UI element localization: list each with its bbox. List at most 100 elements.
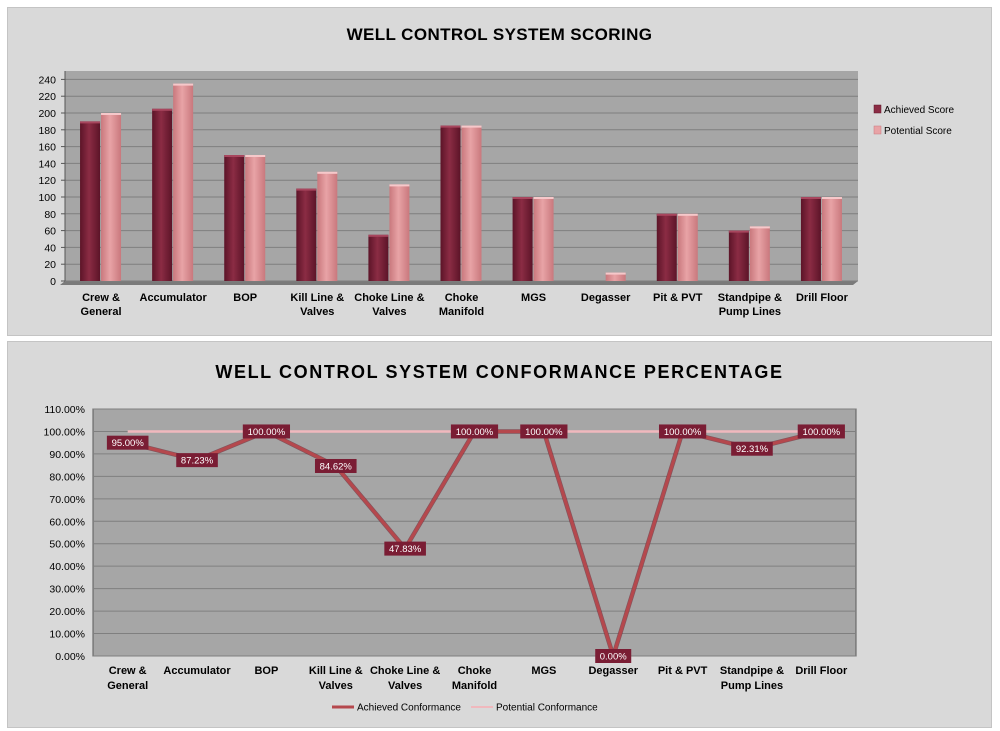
- bar-top: [296, 188, 317, 191]
- bar-top: [245, 155, 266, 157]
- x-category-label: Accumulator: [163, 665, 231, 677]
- x-category-label: Kill Line & Valves: [309, 665, 363, 692]
- bar-achieved: [440, 125, 461, 281]
- data-label-box: [658, 424, 707, 439]
- bar-achieved: [728, 230, 749, 281]
- data-label: 100.00%: [456, 427, 494, 438]
- bar-potential: [605, 272, 626, 281]
- bar-top: [605, 272, 626, 275]
- bar-top: [461, 125, 482, 128]
- bar-potential: [245, 155, 266, 281]
- data-label: 95.00%: [112, 438, 145, 449]
- x-category-label: MGS: [531, 665, 556, 677]
- bar-potential: [533, 197, 554, 281]
- bar-achieved: [800, 197, 821, 281]
- data-label: 100.00%: [664, 427, 702, 438]
- bar-top: [440, 125, 461, 128]
- y-tick-label: 160: [38, 142, 56, 154]
- data-label: 87.23%: [181, 456, 214, 467]
- y-tick-label: 90.00%: [49, 449, 85, 461]
- data-label: 92.31%: [736, 444, 769, 455]
- x-category-label: Kill Line & Valves: [290, 292, 344, 318]
- x-category-label: Choke Line & Valves: [354, 292, 424, 318]
- data-label: 0.00%: [600, 652, 627, 663]
- bar-potential: [461, 125, 482, 281]
- x-category-label: Degasser: [588, 665, 638, 677]
- y-tick-label: 120: [38, 175, 56, 187]
- bar-potential: [389, 184, 410, 281]
- bar-potential: [317, 171, 338, 281]
- legend-swatch: [873, 104, 882, 114]
- bar-potential: [677, 213, 698, 281]
- bar-top: [533, 197, 554, 199]
- bar-top: [173, 83, 194, 86]
- bar-top: [821, 197, 842, 199]
- y-tick-label: 100.00%: [44, 426, 85, 438]
- data-label-box: [384, 541, 426, 556]
- bar-top: [152, 108, 173, 111]
- y-tick-label: 70.00%: [49, 494, 85, 506]
- bar-potential: [749, 226, 770, 281]
- y-tick-label: 20.00%: [49, 606, 85, 618]
- bar-achieved: [152, 108, 173, 281]
- bar-achieved: [656, 213, 677, 281]
- data-label: 84.62%: [320, 461, 353, 472]
- x-category-label: Accumulator: [140, 292, 208, 304]
- bar-top: [317, 171, 338, 174]
- data-label-box: [314, 458, 357, 473]
- x-category-label: Drill Floor: [796, 292, 849, 304]
- bar-top: [749, 226, 770, 229]
- bar-top: [677, 213, 698, 216]
- data-label-box: [595, 649, 632, 663]
- bar-potential: [173, 83, 194, 281]
- bar-top: [800, 197, 821, 199]
- data-label-box: [520, 424, 568, 439]
- y-tick-label: 240: [38, 74, 56, 86]
- x-category-label: Pit & PVT: [653, 292, 703, 304]
- legend-label: Potential Conformance: [496, 703, 598, 714]
- x-category-label: BOP: [254, 665, 278, 677]
- y-tick-label: 140: [38, 158, 56, 170]
- y-tick-label: 40: [44, 242, 56, 254]
- bar-top: [656, 213, 677, 216]
- bar-potential: [101, 113, 122, 281]
- x-category-label: Standpipe & Pump Lines: [720, 665, 784, 692]
- data-label-box: [450, 424, 499, 439]
- y-tick-label: 0.00%: [55, 651, 85, 663]
- data-label-box: [242, 424, 291, 439]
- x-category-label: MGS: [521, 292, 546, 304]
- bar-top: [389, 184, 410, 187]
- x-category-label: Choke Manifold: [439, 292, 484, 318]
- y-tick-label: 80.00%: [49, 471, 85, 483]
- data-label-box: [106, 435, 149, 450]
- x-category-label: Pit & PVT: [658, 665, 708, 677]
- y-tick-label: 10.00%: [49, 629, 85, 641]
- y-tick-label: 50.00%: [49, 539, 85, 551]
- y-tick-label: 110.00%: [44, 404, 85, 416]
- bar-potential: [821, 197, 842, 281]
- legend-label: Achieved Conformance: [357, 703, 461, 714]
- bar-achieved: [296, 188, 317, 281]
- y-tick-label: 200: [38, 108, 56, 120]
- bar-achieved: [368, 234, 389, 281]
- x-category-label: Standpipe & Pump Lines: [718, 292, 782, 318]
- data-label: 100.00%: [248, 427, 286, 438]
- y-tick-label: 100: [38, 192, 56, 204]
- x-category-label: BOP: [233, 292, 257, 304]
- y-tick-label: 60.00%: [49, 516, 85, 528]
- y-tick-label: 20: [44, 259, 56, 271]
- data-label: 100.00%: [525, 427, 563, 438]
- data-label-box: [176, 453, 218, 468]
- x-category-label: Drill Floor: [795, 665, 848, 677]
- y-tick-label: 60: [44, 226, 56, 238]
- legend-label: Potential Score: [884, 126, 952, 137]
- bar-achieved: [80, 121, 101, 282]
- x-category-label: Choke Manifold: [452, 665, 497, 692]
- bar-achieved: [512, 197, 533, 281]
- y-tick-label: 220: [38, 91, 56, 103]
- y-tick-label: 80: [44, 209, 56, 221]
- bar-achieved: [224, 155, 245, 281]
- legend-swatch: [873, 125, 882, 135]
- bar-top: [101, 113, 122, 115]
